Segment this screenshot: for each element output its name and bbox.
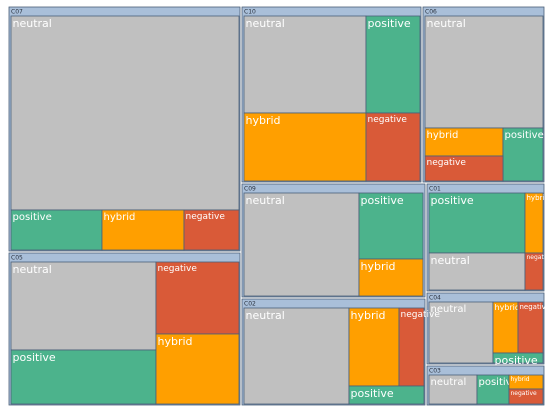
cell-label: hybrid — [158, 335, 193, 348]
cell-label: negative — [158, 264, 198, 274]
cell-label: neutral — [431, 377, 467, 388]
cell-label: positive — [505, 130, 544, 141]
cell-c10-negative — [365, 112, 421, 182]
cell-c04-neutral — [428, 301, 494, 364]
cell-c10-neutral — [243, 15, 367, 114]
cell-label: positive — [351, 387, 394, 400]
cell-label: neutral — [427, 17, 466, 30]
cell-label: positive — [361, 194, 404, 207]
group-label: C10 — [244, 9, 256, 16]
cell-c09-neutral — [243, 192, 360, 297]
cell-c02-negative — [398, 307, 425, 387]
cell-c02-neutral — [243, 307, 350, 405]
cell-label: positive — [13, 212, 52, 223]
cell-c06-positive — [502, 127, 544, 182]
cell-c03-negative — [508, 388, 544, 405]
cell-c10-hybrid — [243, 112, 367, 182]
group-label: C03 — [429, 368, 441, 375]
cell-c02-hybrid — [348, 307, 400, 387]
cell-c01-positive — [428, 192, 526, 254]
cell-label: hybrid — [527, 194, 549, 202]
cell-label: negative — [368, 115, 408, 125]
cell-c03-positive — [476, 374, 510, 405]
cell-c05-neutral — [10, 261, 157, 351]
cell-c05-negative — [155, 261, 240, 335]
cell-label: negative — [401, 310, 441, 320]
cell-c06-neutral — [424, 15, 544, 129]
cell-c03-neutral — [428, 374, 478, 405]
group-label: C07 — [11, 9, 23, 16]
cell-label: neutral — [246, 309, 285, 322]
cell-label: positive — [479, 377, 518, 388]
cell-label: hybrid — [495, 303, 520, 312]
cell-label: hybrid — [361, 260, 396, 273]
cell-c06-negative — [424, 155, 504, 182]
cell-c04-positive — [492, 352, 544, 364]
cell-c07-neutral — [10, 15, 240, 211]
cell-c09-positive — [358, 192, 424, 260]
cell-c01-negative — [524, 252, 544, 291]
cell-label: positive — [495, 354, 538, 367]
cell-c07-positive — [10, 209, 103, 251]
cell-c05-hybrid — [155, 333, 240, 405]
cell-label: hybrid — [351, 309, 386, 322]
cell-label: hybrid — [427, 130, 459, 141]
cell-label: negative — [511, 390, 538, 397]
cell-label: positive — [431, 194, 474, 207]
cell-c10-positive — [365, 15, 421, 114]
cell-label: negative — [520, 303, 550, 311]
cell-label: negative — [527, 254, 550, 261]
cell-label: neutral — [431, 254, 470, 267]
cell-label: hybrid — [104, 212, 136, 223]
cell-label: neutral — [246, 194, 285, 207]
cell-label: negative — [427, 158, 467, 168]
group-label: C02 — [244, 301, 256, 308]
cell-label: hybrid — [511, 376, 530, 383]
cell-label: negative — [186, 212, 226, 222]
cell-c07-hybrid — [101, 209, 185, 251]
cell-c01-neutral — [428, 252, 526, 291]
group-c04: C04 neutral hybrid negative positive — [426, 292, 550, 367]
cell-c02-positive — [348, 385, 425, 405]
cell-c05-positive — [10, 349, 157, 405]
cell-c01-hybrid — [524, 192, 544, 254]
cell-c09-hybrid — [358, 258, 424, 297]
group-label: C05 — [11, 255, 23, 262]
group-label: C09 — [244, 186, 256, 193]
cell-c04-negative — [517, 301, 544, 354]
cell-label: positive — [368, 17, 411, 30]
cell-label: neutral — [431, 304, 467, 315]
cell-label: neutral — [13, 263, 52, 276]
cell-label: positive — [13, 351, 56, 364]
group-label: C04 — [429, 295, 441, 302]
cell-label: neutral — [246, 17, 285, 30]
cell-c07-negative — [183, 209, 240, 251]
group-label: C01 — [429, 186, 441, 193]
cell-label: hybrid — [246, 114, 281, 127]
cell-label: neutral — [13, 17, 52, 30]
group-label: C06 — [425, 9, 437, 16]
